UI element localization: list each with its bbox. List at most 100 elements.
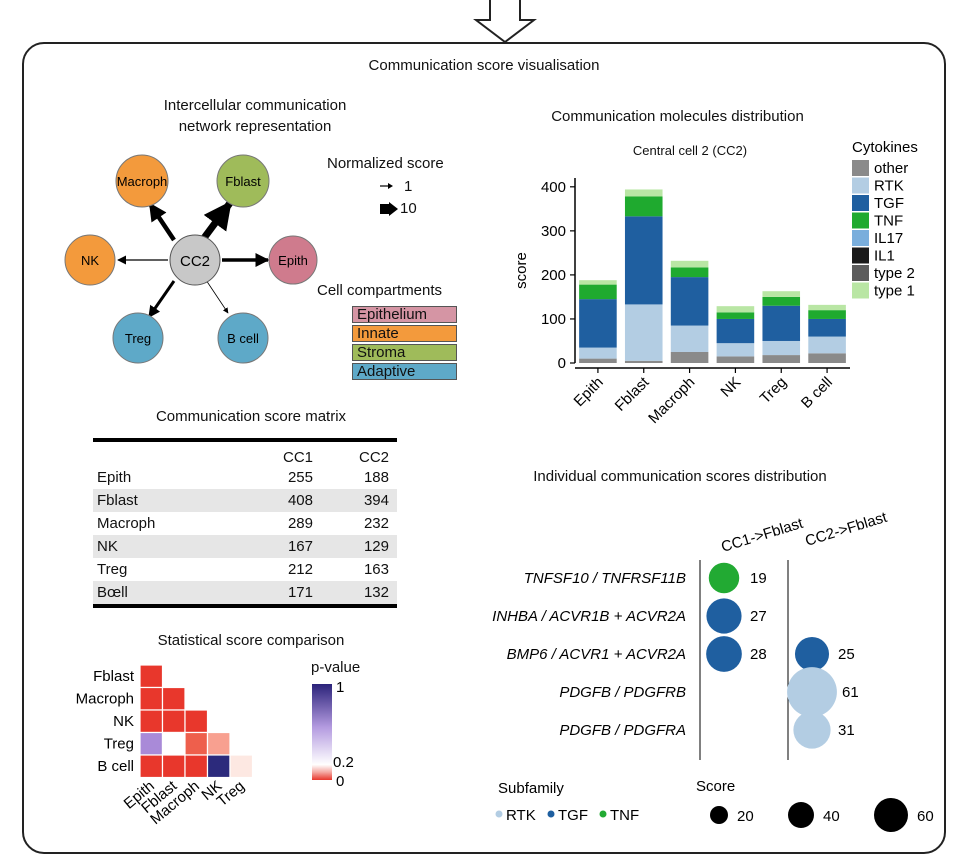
stat-row-label: Fblast xyxy=(93,668,135,685)
bar-segment xyxy=(762,305,801,341)
score-legend-dot xyxy=(788,802,814,828)
matrix-cell-cc2: 232 xyxy=(363,515,389,532)
matrix-cell-cc1: 289 xyxy=(287,515,313,532)
y-tick-label: 300 xyxy=(541,223,566,240)
network-diagram: CC2 Macroph Fblast NK Epith Treg B cell xyxy=(64,154,318,364)
node-macroph xyxy=(115,154,169,208)
node-fblast-label: Fblast xyxy=(225,174,261,189)
subfamily-title: Subfamily xyxy=(498,780,564,797)
legend-label: type 2 xyxy=(874,265,915,282)
pvalue-tick-top: 1 xyxy=(336,679,344,696)
stat-title: Statistical score comparison xyxy=(157,632,345,649)
stat-cell xyxy=(184,754,209,779)
x-tick-label: Macroph xyxy=(645,374,698,427)
score-dot xyxy=(794,636,830,672)
stat-cell xyxy=(184,731,209,756)
x-tick-label: Treg xyxy=(757,374,790,407)
node-bcell-label: B cell xyxy=(227,331,259,346)
legend-swatch xyxy=(852,195,869,211)
legend-label: other xyxy=(874,160,908,177)
score-legend-label: 40 xyxy=(823,808,840,825)
edge-bcell xyxy=(205,279,229,314)
stat-col-label: Treg xyxy=(214,778,248,810)
legend-swatch xyxy=(852,282,869,299)
x-tick-label: Fblast xyxy=(612,373,653,414)
score-dot xyxy=(787,667,837,717)
bar-segment xyxy=(579,347,617,359)
legend-label: type 1 xyxy=(874,283,915,300)
matrix-cell-cc2: 188 xyxy=(363,469,389,486)
bar-segment xyxy=(808,318,846,337)
bar-segment xyxy=(579,358,617,363)
node-fblast xyxy=(216,154,270,208)
matrix-row: Fblast 408 394 xyxy=(93,489,397,512)
column-header-cc2: CC2->Fblast xyxy=(803,509,890,550)
score-dot-label: 27 xyxy=(750,608,767,625)
y-tick-label: 100 xyxy=(541,311,566,328)
stat-cell xyxy=(139,754,164,779)
score-dot xyxy=(706,636,742,672)
compartment-item: Epithelium xyxy=(352,306,457,323)
matrix-cell-name: Bœll xyxy=(97,584,128,601)
y-tick-label: 0 xyxy=(558,355,566,372)
node-epith xyxy=(268,235,318,285)
stat-cell xyxy=(206,731,231,756)
subfamily-label: RTK xyxy=(506,807,536,824)
node-treg-label: Treg xyxy=(125,331,151,346)
x-tick-label: B cell xyxy=(798,374,836,412)
down-arrow-icon xyxy=(473,0,537,44)
matrix-cell-cc1: 408 xyxy=(287,492,313,509)
legend-swatch xyxy=(852,265,869,281)
stat-cell xyxy=(161,686,186,711)
bar-segment xyxy=(808,304,846,311)
score-dot xyxy=(708,562,740,594)
legend-label: IL17 xyxy=(874,230,903,247)
bar-segment xyxy=(624,196,663,217)
pair-label: PDGFB / PDGFRB xyxy=(559,684,686,701)
score-matrix-table: CC1 CC2 Epith 255 188 Fblast 408 394 Macroph 28… xyxy=(93,438,397,608)
bar-segment xyxy=(624,189,663,197)
bar-segment xyxy=(762,291,801,297)
matrix-header-cc2: CC2 xyxy=(358,448,389,466)
subfamily-dot xyxy=(599,810,607,818)
bar-segment xyxy=(670,260,709,268)
main-title: Communication score visualisation xyxy=(368,57,600,74)
stat-cell xyxy=(161,754,186,779)
edge-treg xyxy=(147,280,176,318)
y-axis-label: score xyxy=(513,252,530,289)
bar-segment xyxy=(808,336,846,354)
stat-row-label: NK xyxy=(113,713,134,730)
bar-segment xyxy=(579,299,617,348)
node-macroph-label: Macroph xyxy=(117,174,168,189)
stat-cell xyxy=(184,709,209,734)
stat-cell xyxy=(161,731,186,756)
bar-segment xyxy=(670,277,709,326)
bar-segment xyxy=(716,312,755,319)
matrix-cell-cc1: 171 xyxy=(287,584,313,601)
stat-cell xyxy=(206,754,231,779)
matrix-cell-cc2: 163 xyxy=(363,561,389,578)
subfamily-label: TNF xyxy=(610,807,639,824)
bar-segment xyxy=(808,310,846,319)
matrix-row: Bœll 171 132 xyxy=(93,581,397,606)
compartment-item: Stroma xyxy=(352,344,457,361)
stat-cell xyxy=(139,731,164,756)
score-dot-label: 61 xyxy=(842,684,859,701)
matrix-cell-cc2: 129 xyxy=(363,538,389,555)
x-tick-label: Epith xyxy=(571,374,607,410)
bar-segment xyxy=(716,306,755,313)
bar-segment xyxy=(670,267,709,278)
matrix-row: Epith 255 188 xyxy=(93,466,397,489)
score-legend-dot xyxy=(710,806,728,824)
pair-label: TNFSF10 / TNFRSF11B xyxy=(524,570,686,587)
score-legend-title: Score xyxy=(696,778,735,795)
matrix-row: Macroph 289 232 xyxy=(93,512,397,535)
score-legend-dot xyxy=(874,798,908,832)
matrix-cell-cc2: 394 xyxy=(363,492,389,509)
compartment-label: Epithelium xyxy=(357,306,428,323)
compartment-item: Innate xyxy=(352,325,457,342)
matrix-title: Communication score matrix xyxy=(155,408,347,425)
matrix-cell-cc1: 167 xyxy=(287,538,313,555)
individual-dot-plot: TNFSF10 / TNFRSF11B INHBA / ACVR1B + ACVR… xyxy=(492,509,934,832)
